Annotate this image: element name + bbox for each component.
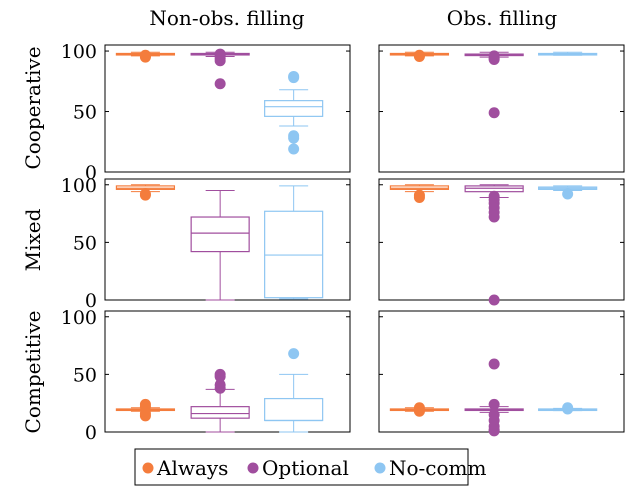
outlier-point-optional <box>488 425 500 437</box>
y-tick-label: 100 <box>61 307 97 329</box>
outlier-point-no-comm <box>288 72 300 84</box>
row-label: Mixed <box>21 208 45 271</box>
outlier-point-no-comm <box>288 132 300 144</box>
outlier-point-optional <box>488 294 500 306</box>
outlier-point-optional <box>488 54 500 66</box>
panel-frame <box>378 310 625 433</box>
outlier-point-optional <box>214 78 226 90</box>
outlier-point-always <box>413 49 425 61</box>
y-tick-label: 50 <box>73 364 97 386</box>
column-title: Non-obs. filling <box>149 6 304 30</box>
legend-marker-always <box>142 462 154 474</box>
panel-frame <box>104 44 351 173</box>
outlier-point-no-comm <box>288 348 300 360</box>
box-body-no-comm <box>264 397 324 422</box>
outlier-point-always <box>413 191 425 203</box>
panel-frame <box>378 178 625 301</box>
legend-label-no-comm: No-comm <box>389 456 487 480</box>
legend-label-always: Always <box>156 456 228 480</box>
outlier-point-always <box>139 398 151 410</box>
legend-box <box>134 448 469 486</box>
outlier-point-optional <box>214 368 226 380</box>
row-label: Cooperative <box>21 46 45 169</box>
outlier-point-no-comm <box>562 188 574 200</box>
outlier-point-optional <box>488 211 500 223</box>
box-body-no-comm <box>264 100 324 117</box>
legend-marker-no-comm <box>374 462 386 474</box>
outlier-point-no-comm <box>562 402 574 414</box>
box-body-optional <box>190 406 250 419</box>
legend-label-optional: Optional <box>262 456 349 480</box>
y-tick-label: 50 <box>73 102 97 124</box>
outlier-point-optional <box>214 379 226 391</box>
row-label: Competitive <box>21 311 45 434</box>
outlier-point-optional <box>488 107 500 119</box>
outlier-point-optional <box>488 398 500 410</box>
outlier-point-always <box>139 49 151 61</box>
outlier-point-optional <box>488 358 500 370</box>
panel-frame <box>378 44 625 173</box>
y-tick-label: 100 <box>61 41 97 63</box>
y-tick-label: 0 <box>85 290 97 312</box>
y-tick-label: 0 <box>85 422 97 444</box>
outlier-point-no-comm <box>288 143 300 155</box>
box-body-optional <box>190 216 250 253</box>
outlier-point-optional <box>214 55 226 67</box>
outlier-point-always <box>139 188 151 200</box>
column-title: Obs. filling <box>447 6 558 30</box>
outlier-point-always <box>413 402 425 414</box>
legend-marker-optional <box>247 462 259 474</box>
y-tick-label: 0 <box>85 162 97 184</box>
y-tick-label: 50 <box>73 232 97 254</box>
y-tick-label: 100 <box>61 175 97 197</box>
